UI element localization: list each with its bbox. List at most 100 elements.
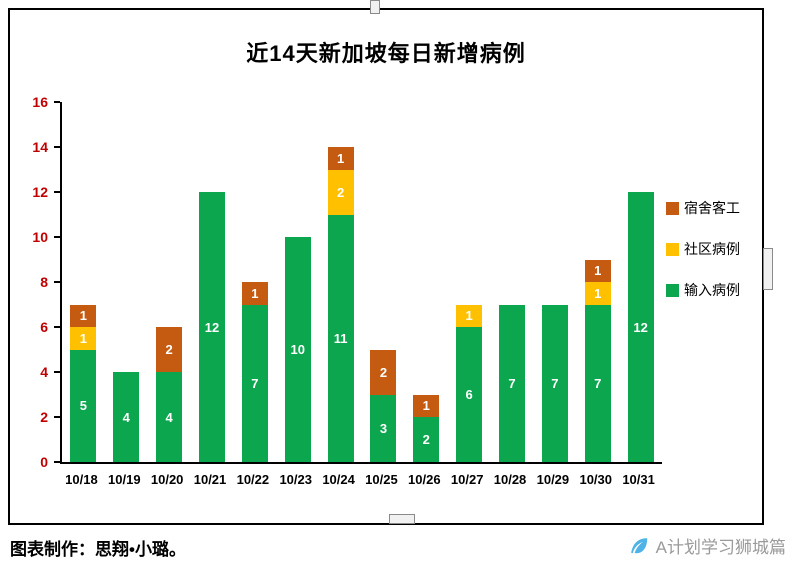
- bar-segment: 4: [156, 372, 183, 462]
- legend-label: 输入病例: [684, 282, 740, 298]
- y-tick-mark: [54, 416, 60, 418]
- stacked-bar: 4: [113, 372, 140, 462]
- bar-segment: 7: [584, 304, 611, 462]
- x-tick-label: 10/28: [493, 472, 527, 487]
- bar-segment: 2: [413, 417, 440, 462]
- stacked-bar: 10: [284, 237, 311, 462]
- stacked-bar: 11 2 1: [327, 147, 354, 462]
- legend-item: 输入病例: [666, 280, 760, 300]
- legend-item: 社区病例: [666, 239, 760, 259]
- bar-segment: 2: [156, 327, 183, 372]
- y-tick-label: 2: [40, 409, 48, 425]
- chart-panel: 近14天新加坡每日新增病例 0 2 4 6 8 10 12 14 16 5 1 1 4 4 2 12 7 1 10…: [8, 8, 764, 525]
- x-tick-label: 10/19: [108, 472, 141, 487]
- y-tick-mark: [54, 101, 60, 103]
- bar-segment: 3: [370, 394, 397, 462]
- bar-segment: 1: [584, 282, 611, 305]
- feather-logo-icon: [628, 535, 650, 557]
- bar-segment: 10: [284, 237, 311, 462]
- bar-segment: 2: [327, 169, 354, 215]
- y-tick-label: 6: [40, 319, 48, 335]
- vertical-scrollbar-thumb[interactable]: [763, 248, 773, 290]
- y-tick-mark: [54, 191, 60, 193]
- bar-segment: 2: [370, 349, 397, 395]
- bar-segment: 12: [627, 192, 654, 462]
- bar-segment: 1: [70, 327, 97, 350]
- x-tick-label: 10/18: [65, 472, 98, 487]
- stacked-bar: 12: [199, 192, 225, 462]
- bar-segment: 4: [113, 372, 140, 462]
- y-tick-label: 8: [40, 274, 48, 290]
- bar-segment: 1: [456, 304, 483, 327]
- brand-text: A计划学习狮城篇: [655, 538, 786, 557]
- legend-swatch-icon: [666, 283, 679, 297]
- bar-slot: 12: [191, 102, 234, 462]
- y-tick-mark: [54, 281, 60, 283]
- chart-title: 近14天新加坡每日新增病例: [246, 41, 526, 66]
- bar-slot: 10: [276, 102, 319, 462]
- y-tick-label: 4: [40, 364, 48, 380]
- bar-segment: 1: [327, 147, 354, 170]
- x-tick-label: 10/26: [408, 472, 441, 487]
- bar-segment: 6: [456, 327, 483, 462]
- x-tick-label: 10/24: [322, 472, 355, 487]
- bars-row: 5 1 1 4 4 2 12 7 1 10 11 2 1 3 2 2 1 6 1 7 7 7 1 1 12: [62, 102, 662, 462]
- bar-slot: 11 2 1: [319, 102, 362, 462]
- x-tick-label: 10/21: [193, 472, 227, 487]
- legend-swatch-icon: [666, 242, 679, 256]
- x-tick-label: 10/31: [622, 472, 655, 487]
- x-tick-label: 10/30: [579, 472, 613, 487]
- y-tick-mark: [54, 236, 60, 238]
- bar-segment: 7: [241, 304, 268, 462]
- x-axis: 10/18 10/19 10/20 10/21 10/22 10/23 10/24 10/25…: [60, 472, 660, 487]
- bar-segment: 7: [499, 304, 526, 462]
- bar-slot: 7: [491, 102, 534, 462]
- bar-segment: 1: [413, 394, 440, 417]
- bar-segment: 1: [70, 304, 97, 327]
- stacked-bar: 7: [499, 304, 526, 462]
- y-tick-label: 10: [32, 229, 48, 245]
- legend: 宿舍客工社区病例输入病例: [666, 198, 760, 321]
- x-tick-label: 10/22: [236, 472, 270, 487]
- legend-label: 宿舍客工: [684, 200, 740, 216]
- y-tick-label: 12: [32, 184, 48, 200]
- y-tick-mark: [54, 461, 60, 463]
- brand: A计划学习狮城篇: [628, 533, 786, 558]
- bar-slot: 7: [533, 102, 576, 462]
- stacked-bar: 7: [541, 304, 568, 462]
- x-tick-label: 10/20: [150, 472, 184, 487]
- y-tick-label: 14: [32, 139, 48, 155]
- bar-segment: 11: [327, 214, 354, 462]
- top-scrollbar-thumb[interactable]: [370, 0, 380, 14]
- credit-text: 图表制作：思翔•小璐。: [10, 540, 186, 559]
- y-tick-mark: [54, 371, 60, 373]
- bar-segment: 1: [241, 282, 268, 305]
- x-tick-label: 10/27: [450, 472, 484, 487]
- bar-slot: 12: [619, 102, 662, 462]
- legend-item: 宿舍客工: [666, 198, 760, 218]
- x-tick-label: 10/29: [536, 472, 570, 487]
- y-tick-label: 16: [32, 94, 48, 110]
- stacked-bar: 12: [627, 192, 654, 462]
- plot-area: 5 1 1 4 4 2 12 7 1 10 11 2 1 3 2 2 1 6 1 7 7 7 1 1 12: [60, 102, 662, 464]
- y-axis: 0 2 4 6 8 10 12 14 16: [10, 94, 60, 470]
- y-tick-label: 0: [40, 454, 48, 470]
- bar-segment: 7: [541, 304, 568, 462]
- bar-segment: 1: [584, 259, 611, 282]
- x-tick-label: 10/23: [279, 472, 312, 487]
- horizontal-scrollbar-thumb[interactable]: [389, 514, 415, 524]
